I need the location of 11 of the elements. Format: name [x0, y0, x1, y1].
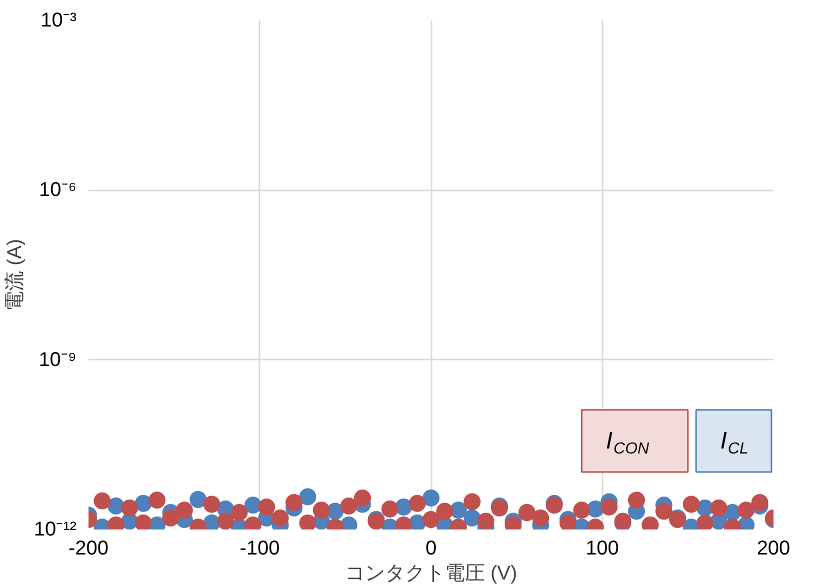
y-tick-label: 10⁻¹² [34, 518, 77, 540]
x-tick-label: 0 [425, 538, 437, 560]
y-tick-label: 10⁻³ [40, 10, 77, 32]
x-axis-title: コンタクト電圧 (V) [344, 562, 518, 584]
x-tick-label: 200 [756, 538, 790, 560]
y-axis-title: 電流 (A) [4, 238, 26, 312]
y-tick-label: 10⁻⁶ [39, 179, 77, 202]
x-tick-label: -100 [240, 538, 280, 560]
x-tick-label: -200 [68, 538, 109, 560]
y-tick-label: 10⁻⁹ [38, 348, 76, 371]
x-tick-label: 100 [586, 538, 619, 560]
